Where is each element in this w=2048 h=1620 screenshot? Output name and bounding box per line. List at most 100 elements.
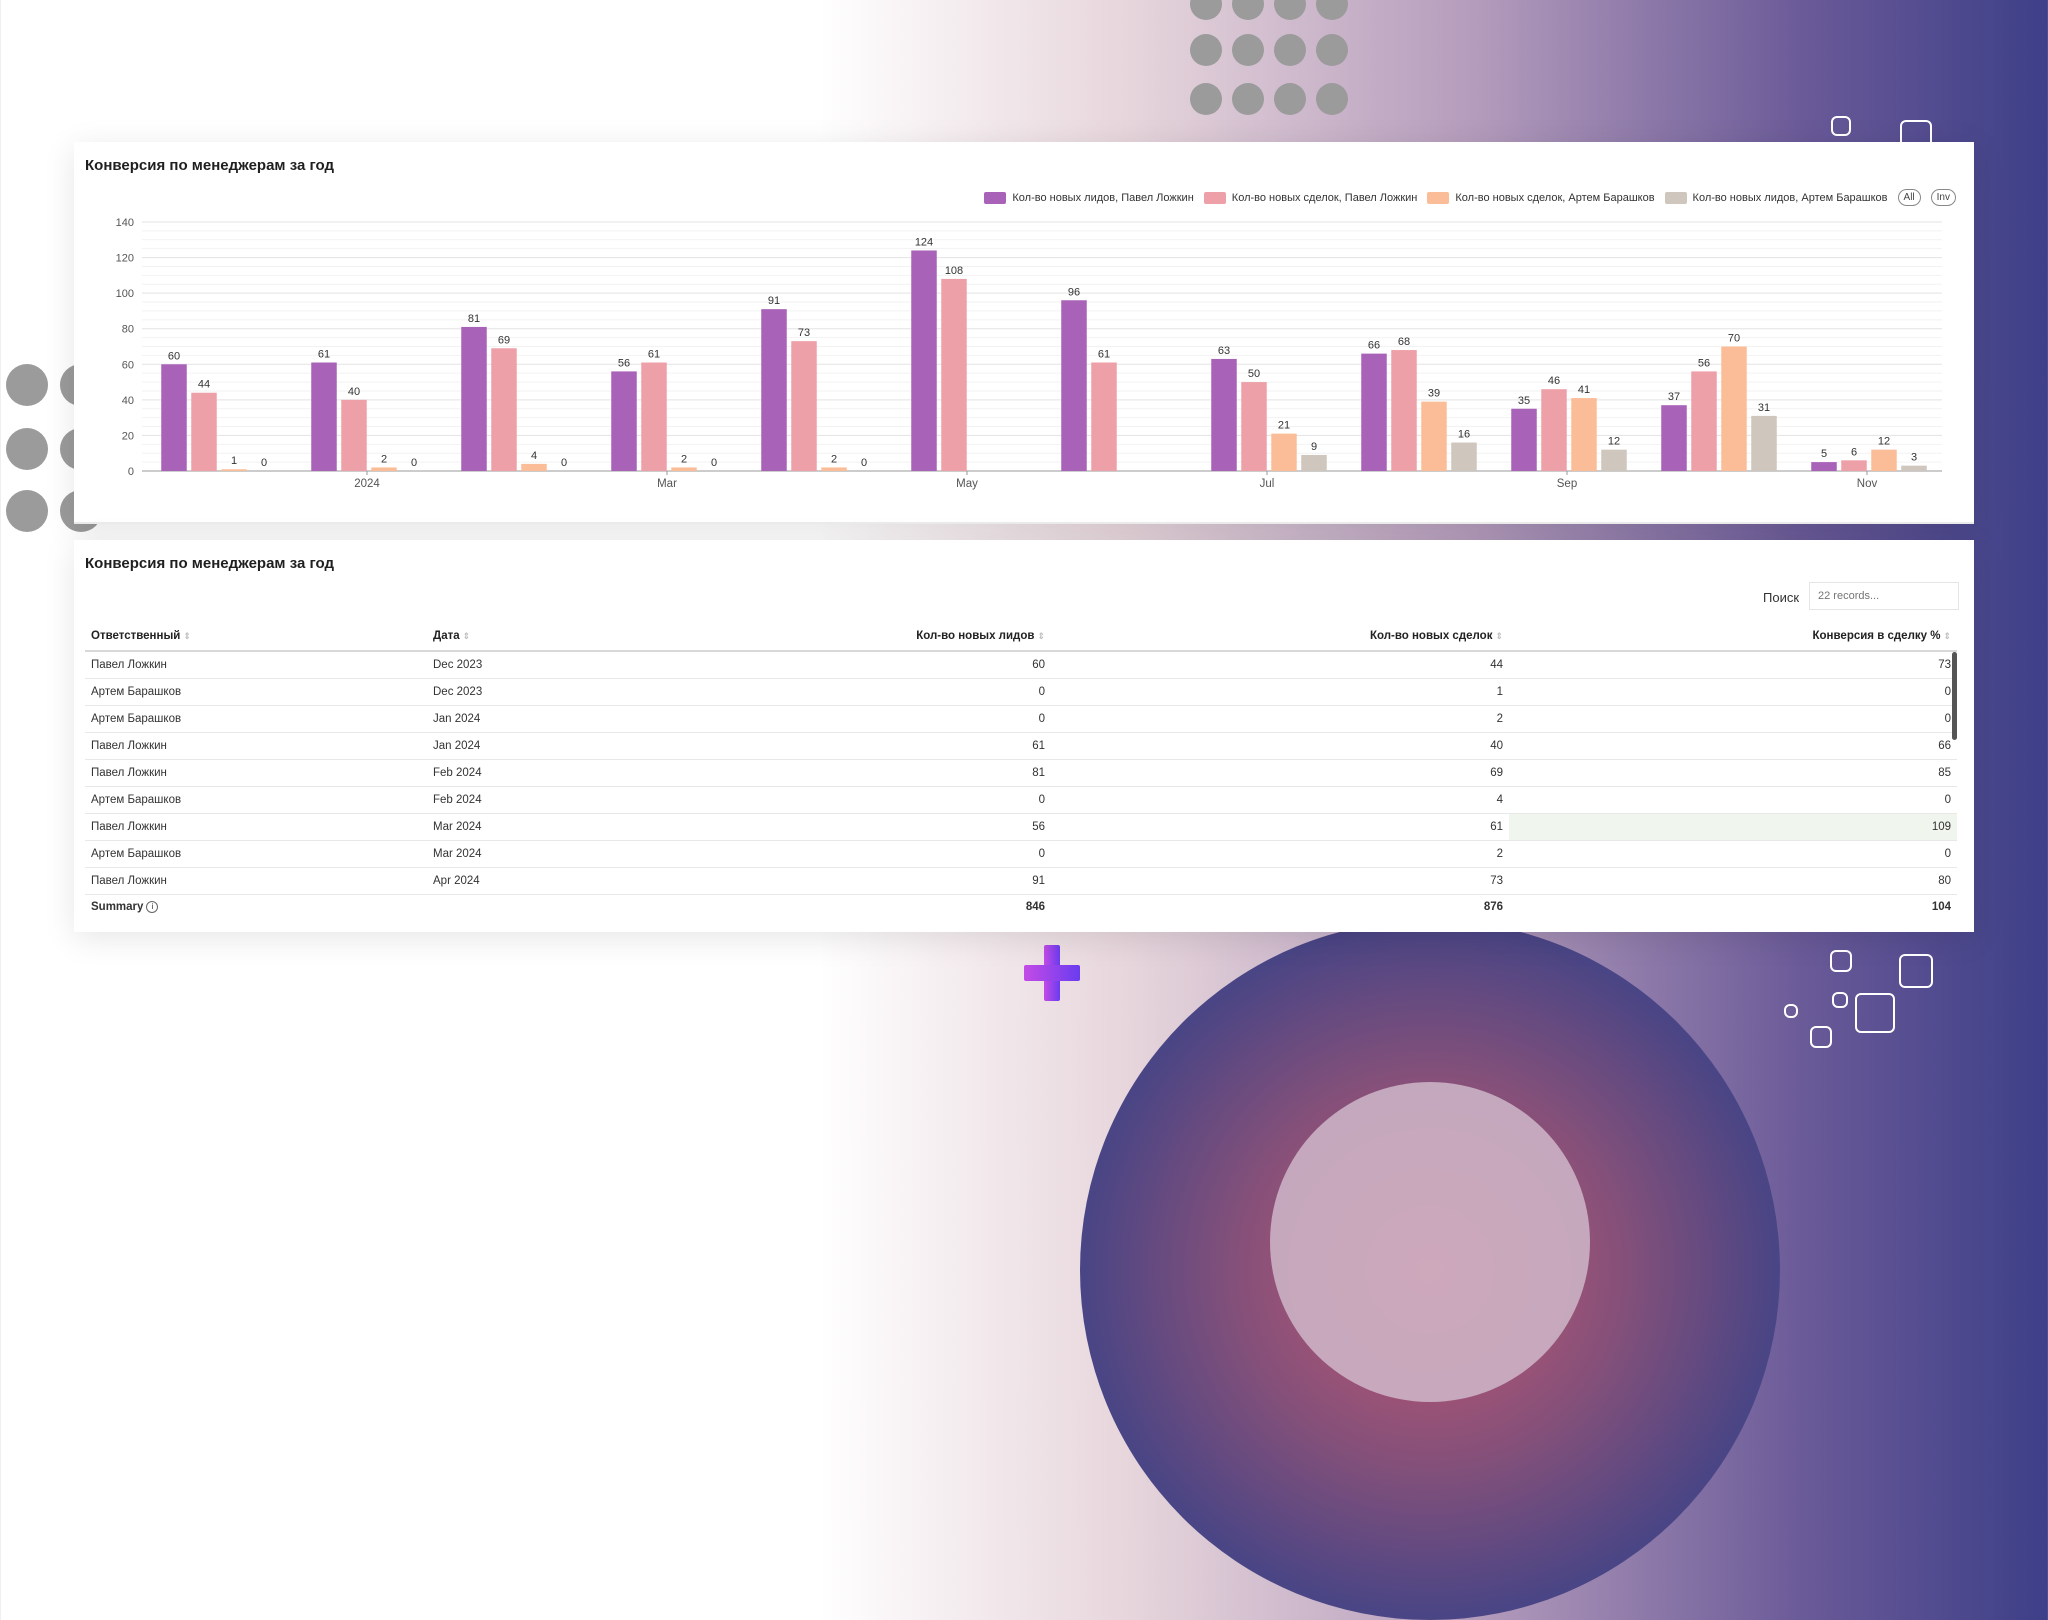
data-label: 61	[1098, 349, 1110, 361]
search-label: Поиск	[1763, 590, 1800, 605]
data-label: 5	[1821, 448, 1827, 460]
column-header-leads[interactable]: Кол-во новых лидов ⇕	[739, 622, 1051, 652]
y-tick-label: 120	[116, 253, 134, 265]
table-row[interactable]: Артем Барашков Jan 2024 0 2 0	[85, 705, 1957, 733]
x-tick-label: Mar	[657, 478, 677, 490]
bar	[821, 467, 847, 471]
table-row[interactable]: Артем Барашков Dec 2023 0 1 0	[85, 678, 1957, 706]
data-label: 6	[1851, 446, 1857, 458]
column-header-conversion[interactable]: Конверсия в сделку % ⇕	[1509, 622, 1957, 652]
data-label: 2	[831, 453, 837, 465]
bar	[1601, 449, 1627, 471]
table-row[interactable]: Артем Барашков Feb 2024 0 4 0	[85, 786, 1957, 814]
sort-icon[interactable]: ⇕	[1037, 631, 1045, 641]
bar	[791, 341, 817, 471]
data-label: 37	[1668, 391, 1680, 403]
table-header-row: Ответственный ⇕ Дата ⇕ Кол-во новых лидов ⇕…	[85, 622, 1957, 652]
bar	[491, 348, 517, 471]
y-tick-label: 80	[122, 324, 134, 336]
cell-leads: 81	[739, 759, 1051, 787]
legend-item-deals-barashkov[interactable]: Кол-во новых сделок, Артем Барашков	[1427, 191, 1655, 204]
legend-label: Кол-во новых сделок, Павел Ложкин	[1231, 191, 1418, 204]
chart-legend: Кол-во новых лидов, Павел Ложкин Кол-во …	[984, 189, 1956, 206]
cell-date: Dec 2023	[427, 678, 739, 706]
cell-date: Dec 2023	[427, 651, 739, 679]
legend-inv-button[interactable]: Inv	[1930, 189, 1956, 206]
y-tick-label: 140	[116, 217, 134, 229]
cell-leads: 0	[739, 840, 1051, 868]
bar	[1541, 389, 1567, 471]
data-label: 0	[861, 457, 867, 469]
data-label: 1	[231, 455, 237, 467]
table-scrollbar[interactable]	[1952, 652, 1957, 740]
data-table: Ответственный ⇕ Дата ⇕ Кол-во новых лидов ⇕…	[85, 622, 1957, 919]
bar	[1691, 371, 1717, 471]
data-label: 108	[945, 265, 963, 277]
y-tick-label: 100	[116, 288, 134, 300]
legend-item-leads-barashkov[interactable]: Кол-во новых лидов, Артем Барашков	[1664, 191, 1888, 204]
legend-swatch	[1664, 191, 1687, 204]
table-row[interactable]: Павел Ложкин Dec 2023 60 44 73	[85, 651, 1957, 679]
table-row[interactable]: Павел Ложкин Jan 2024 61 40 66	[85, 732, 1957, 760]
cell-conversion: 66	[1509, 732, 1957, 760]
table-row[interactable]: Павел Ложкин Apr 2024 91 73 80	[85, 867, 1957, 895]
bar	[1061, 300, 1087, 471]
sort-icon[interactable]: ⇕	[462, 631, 471, 641]
table-row[interactable]: Артем Барашков Mar 2024 0 2 0	[85, 840, 1957, 868]
cell-date: Mar 2024	[427, 840, 739, 868]
bar	[1451, 442, 1477, 471]
data-label: 2	[681, 453, 687, 465]
sort-icon[interactable]: ⇕	[183, 631, 191, 641]
bar	[1241, 382, 1267, 471]
bar	[311, 362, 337, 471]
bar	[671, 467, 697, 471]
info-icon[interactable]: i	[146, 900, 159, 913]
cell-conversion: 0	[1509, 705, 1957, 733]
data-label: 61	[648, 349, 660, 361]
data-label: 96	[1068, 286, 1080, 298]
data-label: 50	[1248, 368, 1260, 380]
cell-manager: Павел Ложкин	[85, 651, 427, 679]
data-label: 12	[1608, 436, 1620, 448]
bar	[1511, 408, 1537, 471]
bar	[911, 250, 937, 471]
cell-conversion: 85	[1509, 759, 1957, 787]
bar	[371, 467, 397, 471]
summary-row: Summary i 846 876 104	[85, 895, 1957, 920]
legend-item-deals-lozhkin[interactable]: Кол-во новых сделок, Павел Ложкин	[1203, 191, 1418, 204]
cell-manager: Артем Барашков	[85, 786, 427, 814]
table-row[interactable]: Павел Ложкин Mar 2024 56 61 109	[85, 813, 1957, 841]
column-header-deals[interactable]: Кол-во новых сделок ⇕	[1051, 622, 1509, 652]
bar	[1271, 433, 1297, 471]
bar	[641, 362, 667, 471]
data-label: 124	[915, 236, 933, 248]
column-header-manager[interactable]: Ответственный ⇕	[85, 622, 427, 652]
cell-conversion: 0	[1509, 786, 1957, 814]
search-input[interactable]	[1809, 582, 1959, 610]
cell-manager: Павел Ложкин	[85, 867, 427, 895]
data-label: 12	[1878, 436, 1890, 448]
x-tick-label: May	[956, 478, 978, 490]
y-tick-label: 40	[122, 395, 134, 407]
legend-item-leads-lozhkin[interactable]: Кол-во новых лидов, Павел Ложкин	[984, 191, 1194, 204]
bar	[1721, 346, 1747, 471]
chart-title: Конверсия по менеджерам за год	[85, 157, 334, 174]
cell-date: Apr 2024	[427, 867, 739, 895]
sort-icon[interactable]: ⇕	[1943, 631, 1951, 641]
table-row[interactable]: Павел Ложкин Feb 2024 81 69 85	[85, 759, 1957, 787]
data-label: 91	[768, 295, 780, 307]
data-label: 66	[1368, 340, 1380, 352]
table-title: Конверсия по менеджерам за год	[85, 555, 334, 572]
bar	[941, 278, 967, 471]
cell-deals: 40	[1051, 732, 1509, 760]
bar	[1091, 362, 1117, 471]
bar	[611, 371, 637, 471]
sort-icon[interactable]: ⇕	[1495, 631, 1503, 641]
legend-all-button[interactable]: All	[1897, 189, 1921, 206]
column-header-date[interactable]: Дата ⇕	[427, 622, 739, 652]
bar	[341, 399, 367, 471]
x-tick-label: 2024	[354, 478, 380, 490]
cell-leads: 60	[739, 651, 1051, 679]
bar	[1751, 415, 1777, 471]
